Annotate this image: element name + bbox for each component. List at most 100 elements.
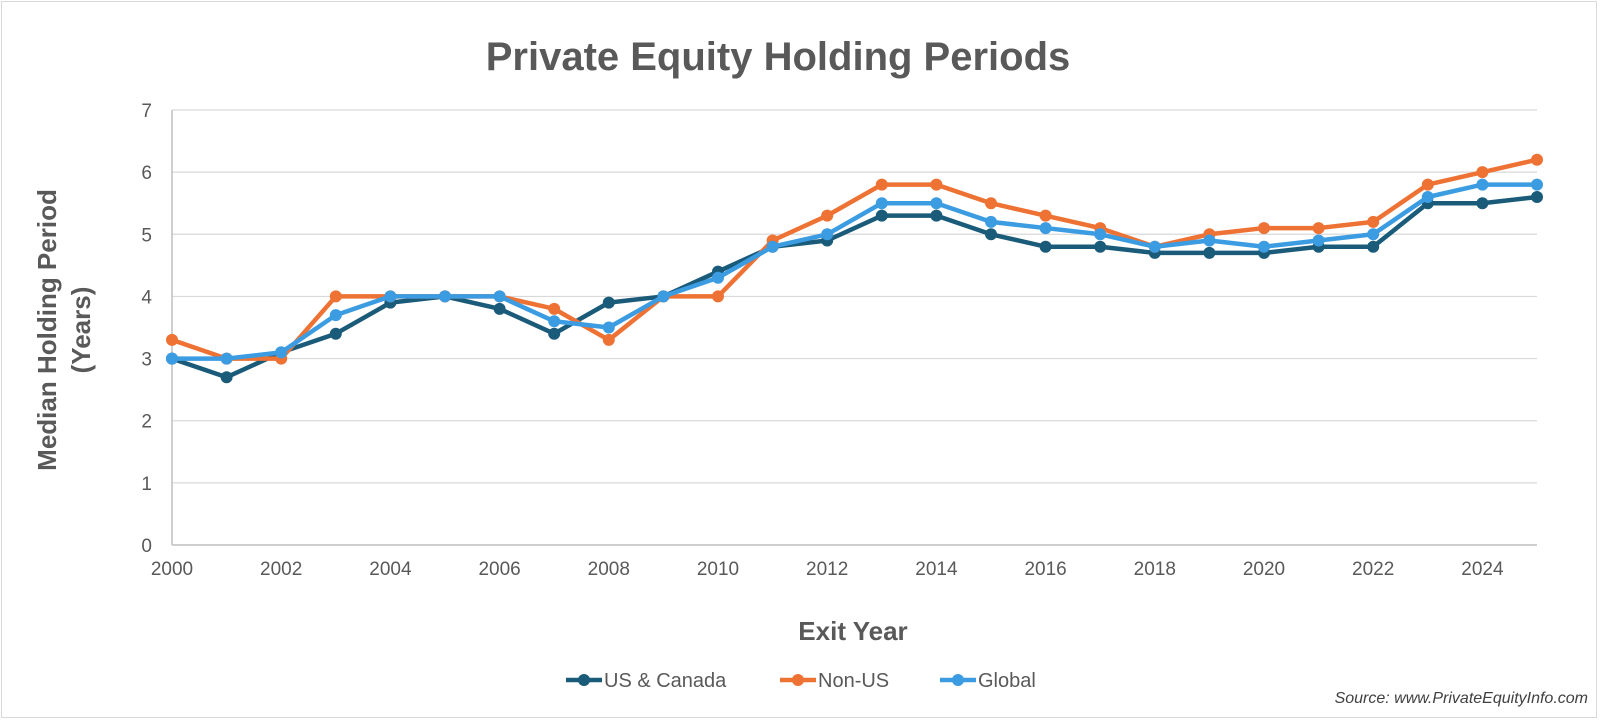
data-point xyxy=(1312,234,1325,247)
legend-label: Non-US xyxy=(818,670,889,692)
data-point xyxy=(220,352,233,365)
series-2 xyxy=(166,178,1543,365)
chart-title: Private Equity Holding Periods xyxy=(486,35,1071,79)
data-point xyxy=(166,333,178,346)
data-point xyxy=(1367,240,1380,253)
data-point xyxy=(384,290,397,303)
data-point xyxy=(439,290,451,303)
data-point xyxy=(1421,191,1434,203)
data-point xyxy=(1039,222,1052,235)
data-point xyxy=(875,178,888,191)
data-point xyxy=(602,333,615,346)
data-point xyxy=(548,327,561,340)
data-point xyxy=(602,321,615,334)
data-point xyxy=(1476,197,1489,210)
legend-label: Global xyxy=(978,670,1036,692)
y-tick-label: 2 xyxy=(141,412,152,433)
data-point xyxy=(1258,240,1270,253)
y-tick-label: 6 xyxy=(141,163,152,184)
x-tick-label: 2002 xyxy=(260,559,302,580)
data-point xyxy=(329,290,342,303)
y-tick-label: 7 xyxy=(141,101,152,122)
series-1 xyxy=(166,153,1543,365)
source-note: Source: www.PrivateEquityInfo.com xyxy=(1335,690,1588,707)
series-group xyxy=(166,153,1543,384)
data-point xyxy=(329,309,342,322)
legend: US & Canada Non-US Global xyxy=(566,670,1036,692)
x-tick-label: 2016 xyxy=(1024,559,1066,580)
data-point xyxy=(275,346,288,359)
data-point xyxy=(712,290,724,303)
data-point xyxy=(657,290,670,303)
x-tick-labels: 2000 2002 2004 2006 2008 2010 2012 2014 2016 2018… xyxy=(151,559,1504,580)
data-point xyxy=(1203,246,1216,259)
data-point xyxy=(1039,209,1052,222)
x-tick-label: 2006 xyxy=(478,559,520,580)
x-tick-label: 2020 xyxy=(1243,559,1285,580)
x-tick-label: 2018 xyxy=(1134,559,1176,580)
y-tick-label: 5 xyxy=(141,225,152,246)
legend-label: US & Canada xyxy=(604,670,727,692)
y-axis-title-line-2: (Years) xyxy=(66,287,96,374)
y-tick-label: 4 xyxy=(141,287,152,308)
data-point xyxy=(930,197,943,210)
legend-item-1: Non-US xyxy=(780,670,889,692)
data-point xyxy=(1476,178,1489,191)
data-point xyxy=(985,215,997,228)
data-point xyxy=(1476,166,1489,179)
data-point xyxy=(821,209,834,222)
series-line xyxy=(172,182,1537,361)
legend-item-0: US & Canada xyxy=(566,670,727,692)
data-point xyxy=(1312,222,1325,235)
x-tick-label: 2014 xyxy=(915,559,958,580)
x-tick-label: 2022 xyxy=(1352,559,1394,580)
data-point xyxy=(602,296,615,309)
data-point xyxy=(548,302,561,315)
data-point xyxy=(1148,240,1161,253)
data-point xyxy=(1094,228,1107,241)
legend-marker xyxy=(792,674,804,686)
data-point xyxy=(548,315,561,328)
x-axis-title: Exit Year xyxy=(798,616,907,646)
data-point xyxy=(1531,153,1543,166)
y-axis-title-line-1: Median Holding Period xyxy=(32,189,62,471)
data-point xyxy=(1203,234,1216,247)
x-tick-label: 2024 xyxy=(1461,559,1504,580)
x-tick-label: 2012 xyxy=(806,559,848,580)
data-point xyxy=(1094,240,1107,253)
data-point xyxy=(1531,178,1543,191)
grid-lines xyxy=(172,109,1537,484)
data-point xyxy=(985,197,997,210)
data-point xyxy=(875,197,888,210)
data-point xyxy=(766,240,779,253)
data-point xyxy=(1258,222,1270,235)
axes xyxy=(171,110,1537,546)
data-point xyxy=(1367,215,1380,228)
y-tick-label: 0 xyxy=(141,536,152,557)
data-point xyxy=(329,327,342,340)
x-tick-label: 2004 xyxy=(369,559,412,580)
series-line xyxy=(171,157,1538,361)
x-tick-label: 2010 xyxy=(697,559,739,580)
y-tick-label: 1 xyxy=(141,474,152,495)
data-point xyxy=(220,371,233,384)
data-point xyxy=(1421,178,1434,191)
legend-marker xyxy=(578,674,590,686)
data-point xyxy=(166,352,178,365)
data-point xyxy=(1039,240,1052,253)
series-line xyxy=(171,194,1538,380)
x-tick-label: 2008 xyxy=(588,559,630,580)
data-point xyxy=(930,209,943,222)
data-point xyxy=(821,228,834,241)
y-axis-title-group: Median Holding Period (Years) xyxy=(32,189,96,471)
data-point xyxy=(712,271,724,284)
data-point xyxy=(985,228,997,241)
x-tick-label: 2000 xyxy=(151,559,193,580)
data-point xyxy=(1531,191,1543,203)
data-point xyxy=(930,178,943,191)
data-point xyxy=(875,209,888,222)
legend-item-2: Global xyxy=(940,670,1036,692)
y-tick-label: 3 xyxy=(141,350,152,371)
data-point xyxy=(493,302,506,315)
